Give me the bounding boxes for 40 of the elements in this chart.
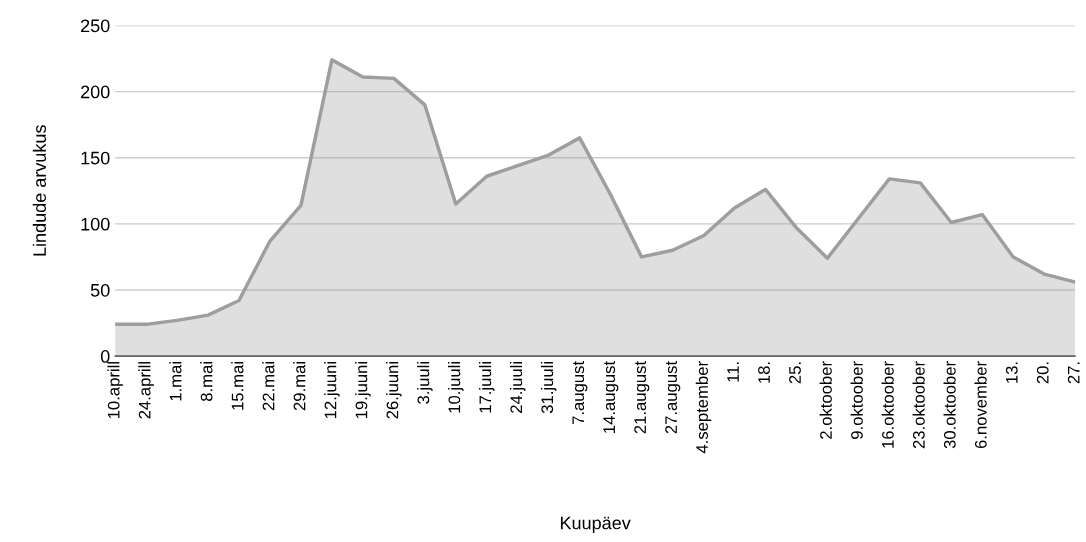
x-tick-label: 1.mai [169, 362, 182, 401]
x-tick-label: 27.august [665, 361, 681, 434]
x-tick-label: 12.juuni [324, 362, 340, 419]
x-tick-label: 22.mai [262, 362, 275, 411]
x-tick-label: 10.juuli [448, 362, 464, 413]
x-tick-label: 10.aprill [107, 362, 123, 419]
x-tick-label: 31.juuli [540, 362, 557, 414]
x-tick-label: 15.mai [231, 362, 244, 410]
x-tick-label: 18. [758, 362, 770, 383]
x-tick-label: 6.november [974, 361, 987, 449]
x-tick-label: 21.august [634, 361, 650, 434]
x-tick-label: 13. [1005, 362, 1018, 383]
x-tick-label: 25. [789, 362, 801, 384]
x-tick-label: 24.aprill [138, 362, 154, 419]
x-tick-label: 16.oktoober [881, 361, 894, 448]
x-tick-label: 26.juuni [386, 362, 402, 419]
x-tick-label: 17.juuli [478, 362, 495, 413]
x-tick-label: 8.mai [200, 362, 213, 401]
y-tick-label: 0 [100, 350, 110, 363]
x-tick-label: 14.august [603, 361, 619, 433]
x-tick-label: 3.juuli [417, 362, 433, 404]
x-tick-label: 7.august [572, 361, 588, 425]
y-tick-label: 100 [81, 217, 110, 231]
x-tick-label: 2.oktoober [819, 361, 832, 439]
x-tick-label: 23.oktoober [912, 361, 925, 449]
y-tick-label: 200 [81, 85, 110, 99]
y-tick-label: 50 [90, 283, 110, 297]
x-tick-label: 24.juuli [509, 362, 526, 413]
x-axis-title: Kuupäev [560, 516, 631, 533]
y-tick-label: 250 [81, 19, 110, 33]
x-tick-label: 29.mai [293, 362, 306, 411]
x-tick-label: 11. [727, 362, 739, 382]
x-tick-label: 30.oktoober [943, 361, 956, 449]
x-tick-label: 19.juuni [355, 362, 371, 419]
x-tick-label: 27. [1067, 362, 1080, 384]
x-tick-label: 20. [1036, 362, 1049, 384]
y-tick-label: 150 [81, 151, 110, 165]
y-axis-title: Lindude arvukus [32, 125, 47, 256]
x-tick-label: 4.september [695, 361, 712, 454]
x-tick-label: 9.oktoober [850, 361, 863, 439]
